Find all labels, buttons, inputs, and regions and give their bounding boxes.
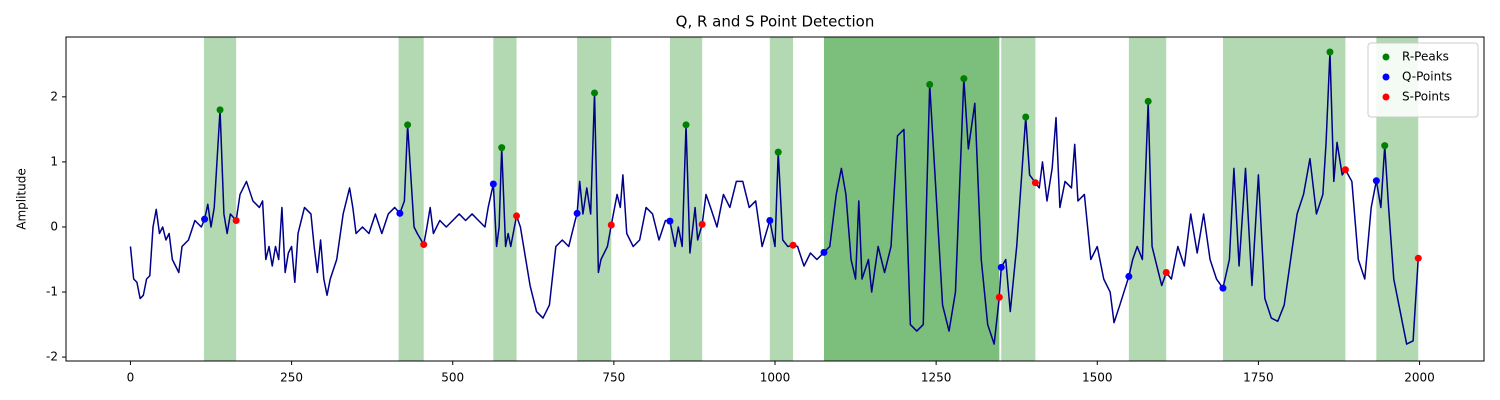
marker bbox=[997, 263, 1005, 271]
marker bbox=[1031, 179, 1039, 187]
marker bbox=[960, 75, 968, 83]
marker bbox=[766, 216, 774, 224]
legend-box bbox=[1367, 42, 1479, 118]
marker bbox=[513, 212, 521, 220]
marker bbox=[1144, 97, 1152, 105]
legend-label: S-Points bbox=[1402, 90, 1450, 104]
marker bbox=[1341, 166, 1349, 174]
marker bbox=[789, 241, 797, 249]
marker bbox=[698, 220, 706, 228]
legend-marker bbox=[1382, 73, 1390, 81]
legend-label: Q-Points bbox=[1402, 70, 1452, 84]
marker bbox=[995, 293, 1003, 301]
x-tick-label: 750 bbox=[602, 371, 625, 385]
legend-marker bbox=[1382, 93, 1390, 101]
x-tick-label: 2000 bbox=[1404, 371, 1435, 385]
marker bbox=[404, 121, 412, 129]
plot-frame bbox=[65, 36, 1485, 362]
marker bbox=[607, 221, 615, 229]
marker bbox=[1219, 284, 1227, 292]
highlight-span bbox=[769, 37, 794, 361]
marker bbox=[591, 89, 599, 97]
marker bbox=[201, 215, 209, 223]
highlight-span bbox=[1222, 37, 1346, 361]
x-tick-label: 1500 bbox=[1082, 371, 1113, 385]
marker bbox=[216, 106, 224, 114]
legend-label: R-Peaks bbox=[1402, 50, 1449, 64]
highlight-span bbox=[669, 37, 703, 361]
x-tick-label: 1250 bbox=[921, 371, 952, 385]
x-tick-label: 500 bbox=[441, 371, 464, 385]
x-tick-label: 1000 bbox=[760, 371, 791, 385]
marker bbox=[498, 144, 506, 152]
x-tick-label: 1750 bbox=[1243, 371, 1274, 385]
marker bbox=[232, 216, 240, 224]
marker bbox=[774, 148, 782, 156]
marker bbox=[1022, 113, 1030, 121]
marker bbox=[682, 121, 690, 129]
y-tick-label: 0 bbox=[50, 219, 58, 233]
marker bbox=[820, 248, 828, 256]
marker bbox=[1414, 254, 1422, 262]
chart-title: Q, R and S Point Detection bbox=[676, 13, 875, 31]
marker bbox=[396, 209, 404, 217]
marker bbox=[489, 180, 497, 188]
highlight-span bbox=[823, 37, 1000, 361]
marker bbox=[420, 241, 428, 249]
highlight-span bbox=[493, 37, 517, 361]
highlight-span bbox=[203, 37, 237, 361]
marker bbox=[1162, 269, 1170, 277]
legend-marker bbox=[1382, 53, 1390, 61]
marker bbox=[926, 80, 934, 88]
marker bbox=[573, 209, 581, 217]
highlight-span bbox=[1001, 37, 1036, 361]
highlight-span bbox=[398, 37, 424, 361]
highlight-span bbox=[577, 37, 612, 361]
highlight-span bbox=[823, 37, 1000, 361]
highlight-span bbox=[1128, 37, 1167, 361]
x-tick-label: 250 bbox=[280, 371, 303, 385]
x-tick-label: 0 bbox=[127, 371, 135, 385]
y-tick-label: -2 bbox=[46, 350, 58, 364]
marker bbox=[1372, 177, 1380, 185]
marker bbox=[1326, 48, 1334, 56]
marker bbox=[666, 217, 674, 225]
y-tick-label: -1 bbox=[46, 285, 58, 299]
marker bbox=[1125, 272, 1133, 280]
y-tick-label: 2 bbox=[50, 89, 58, 103]
marker bbox=[1381, 142, 1389, 150]
y-axis-label: Amplitude bbox=[15, 168, 29, 230]
y-tick-label: 1 bbox=[50, 154, 58, 168]
